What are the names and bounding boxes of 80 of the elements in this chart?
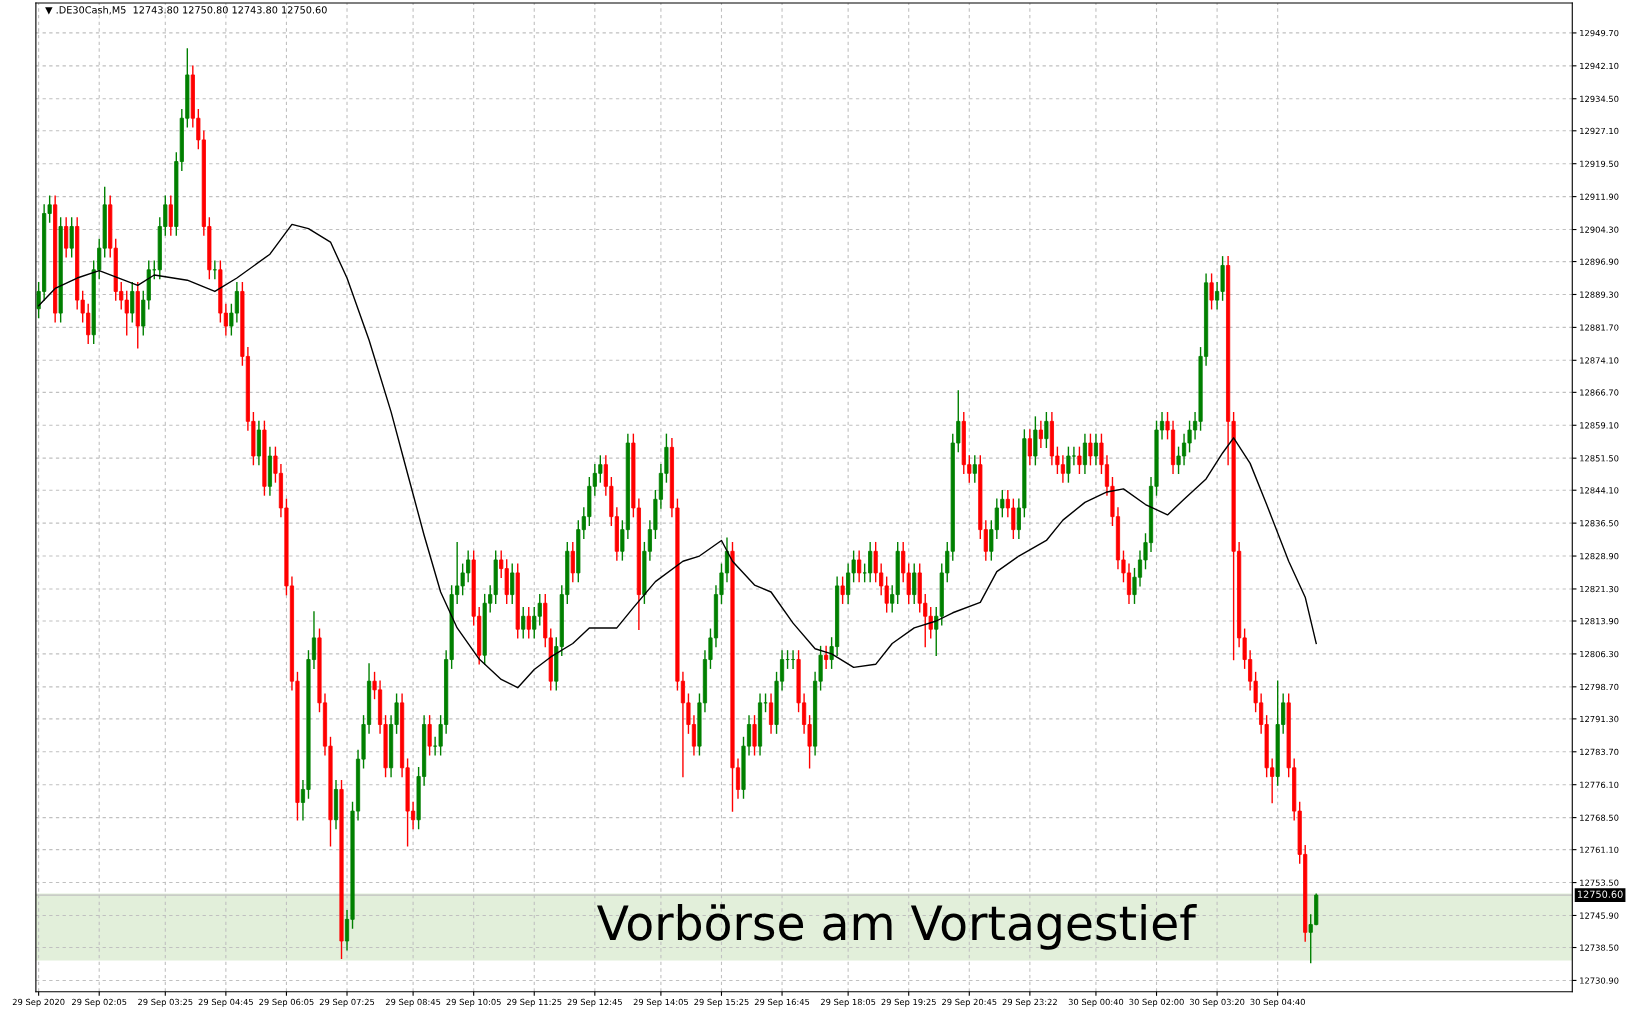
candlestick xyxy=(840,576,845,604)
candlestick xyxy=(1093,433,1099,466)
x-tick-label: 29 Sep 15:25 xyxy=(694,998,749,1007)
y-tick-label: 12889.30 xyxy=(1580,291,1619,298)
candlestick xyxy=(868,541,873,583)
candlestick xyxy=(1082,433,1087,475)
candlestick xyxy=(1088,433,1093,466)
y-tick-label: 12844.10 xyxy=(1580,487,1619,494)
x-tick-label: 30 Sep 00:40 xyxy=(1068,998,1124,1007)
y-tick-label: 12911.90 xyxy=(1580,193,1619,200)
y-tick-label: 12745.90 xyxy=(1580,912,1619,919)
x-tick-label: 29 Sep 08:45 xyxy=(385,998,441,1007)
y-tick-label: 12949.70 xyxy=(1580,29,1619,37)
y-tick-label: 12927.10 xyxy=(1580,127,1619,135)
y-tick-label: 12798.70 xyxy=(1580,683,1619,691)
y-tick-label: 12904.30 xyxy=(1580,226,1619,233)
x-tick-label: 29 Sep 07:25 xyxy=(319,998,375,1007)
y-tick-label: 12821.30 xyxy=(1580,585,1619,593)
y-tick-label: 12859.10 xyxy=(1580,422,1619,429)
candlestick xyxy=(64,217,69,258)
y-tick-label: 12836.50 xyxy=(1580,520,1619,527)
x-tick-label: 30 Sep 03:20 xyxy=(1189,998,1245,1007)
y-tick-label: 12934.50 xyxy=(1580,95,1619,103)
y-tick-label: 12753.50 xyxy=(1580,879,1619,886)
y-tick-label: 12768.50 xyxy=(1580,814,1619,821)
candlestick xyxy=(526,606,531,639)
candlestick xyxy=(857,550,862,583)
x-tick-label: 29 Sep 02:05 xyxy=(72,998,127,1007)
x-tick-label: 29 Sep 12:45 xyxy=(567,998,622,1007)
y-tick-label: 12942.10 xyxy=(1580,62,1619,70)
y-tick-label: 12896.90 xyxy=(1580,258,1619,265)
x-tick-label: 30 Sep 02:00 xyxy=(1129,998,1184,1007)
y-tick-label: 12806.30 xyxy=(1580,650,1619,658)
band-label: Vorbörse am Vortagestief xyxy=(597,904,1197,950)
y-tick-label: 12851.50 xyxy=(1580,455,1619,462)
x-tick-label: 29 Sep 20:45 xyxy=(942,998,997,1007)
x-tick-label: 29 Sep 23:22 xyxy=(1002,998,1057,1007)
x-tick-label: 29 Sep 14:05 xyxy=(633,998,688,1007)
y-tick-label: 12828.90 xyxy=(1580,553,1619,560)
candlestick xyxy=(1038,420,1043,449)
candlestick xyxy=(768,693,774,734)
candlestick xyxy=(1209,273,1214,310)
candlestick xyxy=(1077,446,1082,475)
candlestick xyxy=(752,715,757,756)
x-tick-label: 29 Sep 03:25 xyxy=(138,998,193,1007)
y-tick-label: 12881.70 xyxy=(1580,324,1619,331)
candlestick xyxy=(510,563,515,604)
chart-title: ▼ .DE30Cash,M5 12743.80 12750.80 12743.80 12750.60 xyxy=(45,6,327,15)
candlestick xyxy=(824,645,829,669)
candlestick xyxy=(69,217,74,258)
x-tick-label: 30 Sep 04:40 xyxy=(1250,998,1305,1007)
x-tick-label: 29 Sep 16:45 xyxy=(754,998,810,1007)
x-tick-label: 29 Sep 18:05 xyxy=(820,998,876,1007)
candlestick xyxy=(972,455,977,483)
candlestick xyxy=(130,282,135,323)
candlestick xyxy=(912,563,917,604)
y-tick-label: 12813.90 xyxy=(1580,617,1619,625)
candlestick xyxy=(427,715,432,756)
candlestick xyxy=(570,541,575,583)
y-tick-label: 12776.10 xyxy=(1580,781,1619,788)
y-tick-label: 12919.50 xyxy=(1580,160,1619,167)
x-tick-label: 29 Sep 04:45 xyxy=(198,998,253,1007)
candlestick xyxy=(521,606,526,639)
candlestick xyxy=(1027,429,1032,466)
candlestick xyxy=(168,195,173,236)
line-series xyxy=(37,223,1317,689)
y-tick-label: 12791.30 xyxy=(1580,715,1619,723)
y-tick-label: 12783.70 xyxy=(1580,748,1619,756)
x-tick-label: 29 Sep 2020 xyxy=(12,998,65,1007)
y-tick-label: 12874.10 xyxy=(1580,357,1619,364)
y-tick-label: 12730.90 xyxy=(1580,977,1619,984)
x-tick-label: 29 Sep 10:05 xyxy=(446,998,501,1007)
ref-line-label: 12750.60 xyxy=(1577,890,1623,898)
y-tick-label: 12738.50 xyxy=(1580,944,1619,951)
x-tick-label: 29 Sep 06:05 xyxy=(259,998,314,1007)
x-tick-label: 29 Sep 11:25 xyxy=(507,998,562,1007)
x-tick-label: 29 Sep 19:25 xyxy=(881,998,936,1007)
y-tick-label: 12761.10 xyxy=(1580,846,1619,853)
y-tick-label: 12866.70 xyxy=(1580,389,1619,396)
candlestick xyxy=(1044,412,1049,449)
